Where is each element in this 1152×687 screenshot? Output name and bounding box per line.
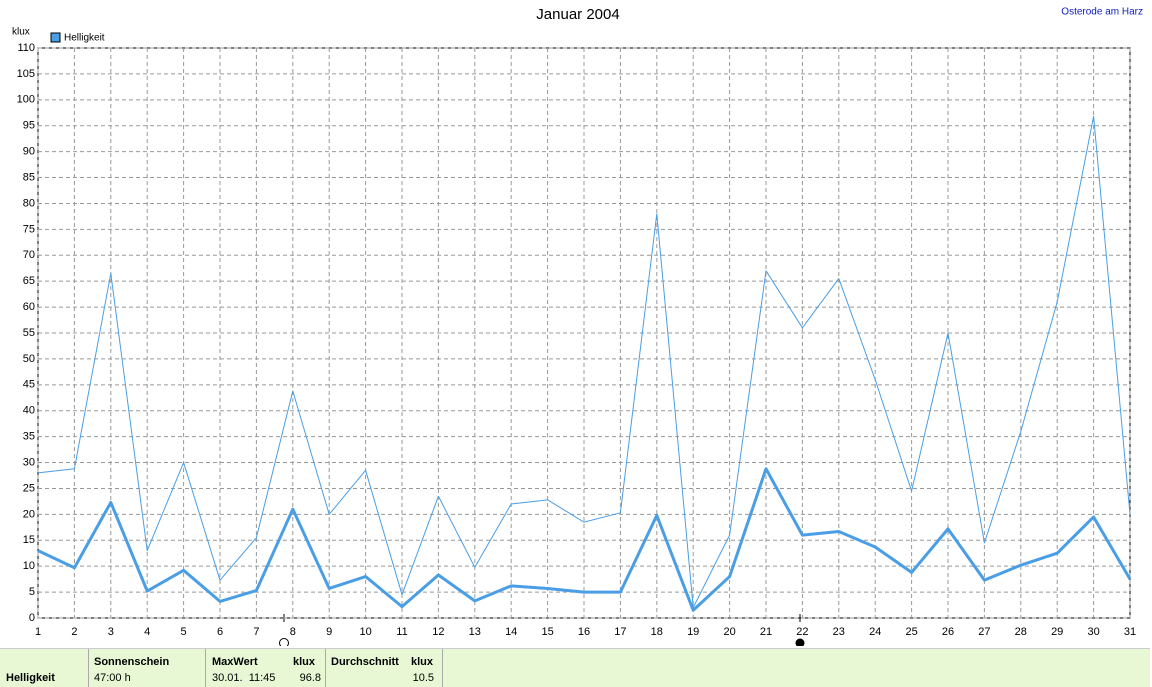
y-tick-label: 5	[29, 586, 35, 598]
chart: Januar 2004 Osterode am Harz klux 051015…	[12, 6, 1143, 646]
y-tick-label: 10	[23, 560, 35, 572]
value: 10.5	[412, 672, 434, 684]
y-tick-label: 100	[17, 94, 35, 106]
value: 47:00 h	[94, 672, 131, 684]
chart-title: Januar 2004	[536, 6, 619, 23]
x-tick-label: 10	[359, 626, 371, 638]
y-tick-label: 110	[17, 42, 35, 54]
x-tick-label: 9	[326, 626, 332, 638]
legend-label: Helligkeit	[64, 33, 105, 44]
x-tick-label: 4	[144, 626, 150, 638]
x-tick-label: 11	[396, 626, 407, 638]
y-tick-label: 75	[23, 223, 35, 235]
x-tick-label: 20	[723, 626, 735, 638]
summary-table: Helligkeit Sonnenschein 47:00 h MaxWert …	[0, 648, 1150, 687]
y-axis-label: klux	[12, 27, 30, 38]
x-tick-label: 12	[432, 626, 444, 638]
x-tick-label: 13	[469, 626, 481, 638]
x-tick-label: 8	[290, 626, 296, 638]
x-tick-label: 15	[541, 626, 553, 638]
x-tick-label: 28	[1015, 626, 1027, 638]
legend-swatch	[50, 32, 61, 43]
x-tick-label: 16	[578, 626, 590, 638]
unit: klux	[411, 656, 434, 668]
y-tick-label: 20	[23, 508, 35, 520]
y-tick-label: 30	[23, 456, 35, 468]
y-tick-label: 70	[23, 249, 35, 261]
x-tick-label: 24	[869, 626, 881, 638]
x-tick-label: 30	[1087, 626, 1099, 638]
x-tick-label: 5	[181, 626, 187, 638]
x-tick-label: 3	[108, 626, 114, 638]
unit: klux	[293, 656, 316, 668]
time: 30.01. 11:45	[212, 672, 276, 684]
x-tick-label: 29	[1051, 626, 1063, 638]
y-tick-label: 65	[23, 275, 35, 287]
y-tick-label: 80	[23, 197, 35, 209]
x-tick-label: 14	[505, 626, 517, 638]
y-tick-label: 50	[23, 353, 35, 365]
y-tick-label: 45	[23, 379, 35, 391]
x-tick-label: 26	[942, 626, 954, 638]
y-tick-label: 95	[23, 120, 35, 132]
y-tick-label: 60	[23, 301, 35, 313]
x-tick-label: 18	[651, 626, 663, 638]
moon-full	[795, 638, 805, 646]
cell: Helligkeit	[0, 649, 89, 687]
x-tick-label: 25	[905, 626, 917, 638]
x-tick-label: 1	[35, 626, 41, 638]
x-tick-label: 21	[760, 626, 772, 638]
y-tick-label: 35	[23, 431, 35, 443]
cell: MaxWert klux 30.01. 11:45 96.8	[206, 649, 326, 687]
moon-new	[279, 638, 289, 646]
y-tick-label: 85	[23, 171, 35, 183]
y-tick-label: 0	[29, 612, 35, 624]
x-tick-label: 6	[217, 626, 223, 638]
x-tick-label: 17	[614, 626, 626, 638]
x-tick-label: 7	[253, 626, 259, 638]
header: Durchschnitt	[331, 656, 399, 668]
x-tick-label: 19	[687, 626, 699, 638]
location: Osterode am Harz	[1061, 7, 1143, 18]
header: Sonnenschein	[94, 656, 170, 668]
cell: Durchschnitt klux 10.5	[326, 649, 443, 687]
x-tick-label: 27	[978, 626, 990, 638]
data-line	[37, 115, 1131, 609]
value: 96.8	[299, 672, 321, 684]
y-tick-label: 15	[23, 534, 35, 546]
y-tick-label: 90	[23, 146, 35, 158]
cell: Sonnenschein 47:00 h	[89, 649, 206, 687]
x-tick-label: 23	[833, 626, 845, 638]
header: MaxWert	[212, 656, 258, 668]
x-tick-label: 31	[1124, 626, 1136, 638]
y-tick-label: 105	[17, 68, 35, 80]
y-tick-label: 55	[23, 327, 35, 339]
row-label: Helligkeit	[6, 672, 55, 684]
y-tick-label: 25	[23, 482, 35, 494]
y-tick-label: 40	[23, 405, 35, 417]
x-tick-label: 22	[796, 626, 808, 638]
data-line	[37, 467, 1132, 612]
x-tick-label: 2	[71, 626, 77, 638]
